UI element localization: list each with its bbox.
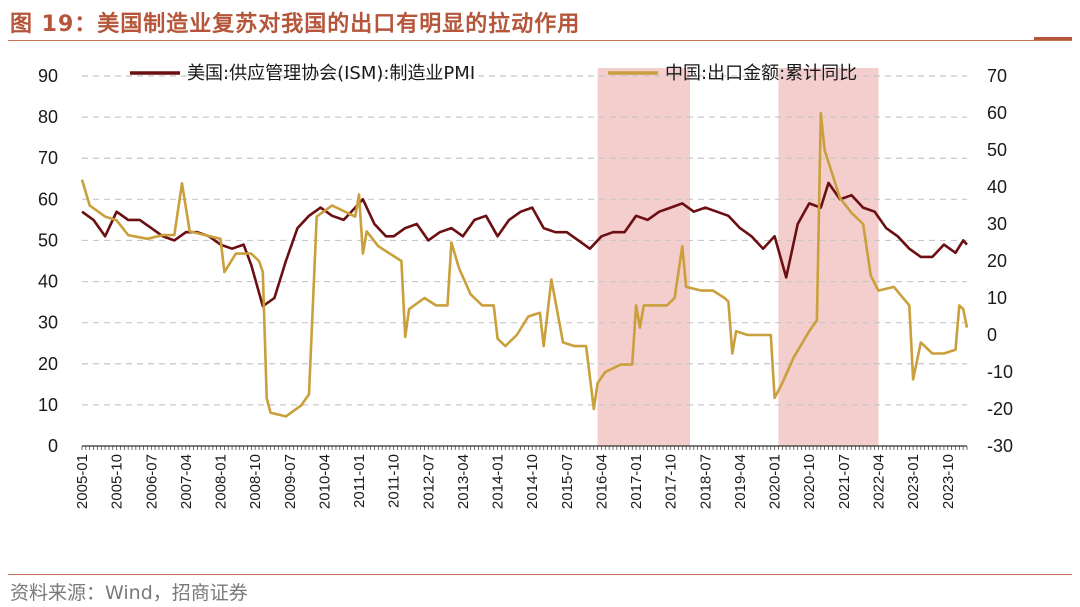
left-y-tick-label: 50: [38, 230, 58, 250]
gridlines: [82, 75, 967, 406]
x-tick-label: 2013-04: [455, 454, 472, 509]
x-tick-label: 2022-04: [871, 454, 888, 509]
x-tick-label: 2015-07: [559, 454, 576, 509]
x-tick-label: 2008-10: [247, 454, 264, 509]
right-y-tick-label: -10: [987, 362, 1013, 382]
right-y-tick-labels: -30 -20 -10 0 10 20 30 40 50 60 70: [987, 66, 1013, 456]
x-tick-label: 2006-07: [143, 454, 160, 509]
dual-axis-line-chart: 0 10 20 30 40 50 60 70 80 90 -30 -20 -10 0 10 20 30 40 50…: [38, 63, 1013, 509]
shaded-period-2: [778, 68, 879, 446]
shaded-periods: [597, 68, 879, 446]
title-underline: [8, 40, 1072, 41]
right-y-tick-label: 60: [987, 103, 1007, 123]
title-underline-accent: [1034, 37, 1072, 40]
x-tick-label: 2005-01: [74, 454, 91, 509]
x-tick-label: 2020-10: [801, 454, 818, 509]
left-y-tick-label: 20: [38, 354, 58, 374]
right-y-tick-label: 70: [987, 66, 1007, 86]
right-y-tick-label: -20: [987, 399, 1013, 419]
series-line-2: [80, 111, 969, 418]
x-tick-label: 2021-07: [836, 454, 853, 509]
x-tick-label: 2017-10: [663, 454, 680, 509]
figure-title: 图 19：美国制造业复苏对我国的出口有明显的拉动作用: [10, 12, 581, 37]
x-tick-label: 2012-07: [420, 454, 437, 509]
right-y-tick-label: 0: [987, 325, 997, 345]
series-lines: [80, 111, 969, 418]
x-tick-label: 2018-07: [697, 454, 714, 509]
legend: 美国:供应管理协会(ISM):制造业PMI 中国:出口金额:累计同比: [130, 63, 857, 84]
x-tick-label: 2016-04: [593, 454, 610, 509]
left-y-tick-label: 60: [38, 189, 58, 209]
x-tick-label: 2023-10: [940, 454, 957, 509]
x-tick-labels: 2005-01 2005-10 2006-07 2007-04 2008-01 2008-…: [74, 454, 957, 509]
x-tick-label: 2011-01: [351, 454, 368, 508]
legend-label-2: 中国:出口金额:累计同比: [665, 63, 857, 84]
left-y-tick-label: 90: [38, 66, 58, 86]
legend-label-1: 美国:供应管理协会(ISM):制造业PMI: [187, 63, 475, 84]
x-tick-label: 2009-07: [282, 454, 299, 509]
x-tick-label: 2023-01: [905, 454, 922, 509]
left-y-tick-labels: 0 10 20 30 40 50 60 70 80 90: [38, 66, 58, 456]
right-y-tick-label: 20: [987, 251, 1007, 271]
left-y-tick-label: 0: [48, 436, 58, 456]
x-tick-label: 2011-10: [386, 454, 403, 508]
right-y-tick-label: 30: [987, 214, 1007, 234]
x-tick-label: 2017-01: [628, 454, 645, 509]
x-tick-label: 2020-01: [767, 454, 784, 509]
x-tick-label: 2010-04: [316, 454, 333, 509]
x-tick-label: 2019-04: [732, 454, 749, 509]
footer-rule: [8, 574, 1072, 575]
right-y-tick-label: 10: [987, 288, 1007, 308]
left-y-tick-label: 30: [38, 313, 58, 333]
axes: [81, 445, 968, 450]
left-y-tick-label: 70: [38, 148, 58, 168]
x-tick-label: 2005-10: [109, 454, 126, 509]
x-tick-label: 2007-04: [178, 454, 195, 509]
x-tick-label: 2014-01: [490, 454, 507, 509]
right-y-tick-label: 40: [987, 177, 1007, 197]
source-note: 资料来源：Wind，招商证券: [10, 582, 248, 604]
x-tick-label: 2008-01: [213, 454, 230, 509]
left-y-tick-label: 80: [38, 107, 58, 127]
left-y-tick-label: 40: [38, 272, 58, 292]
series-line-1: [81, 181, 968, 308]
right-y-tick-label: -30: [987, 436, 1013, 456]
shaded-period-1: [597, 68, 690, 446]
left-y-tick-label: 10: [38, 395, 58, 415]
right-y-tick-label: 50: [987, 140, 1007, 160]
x-tick-label: 2014-10: [524, 454, 541, 509]
